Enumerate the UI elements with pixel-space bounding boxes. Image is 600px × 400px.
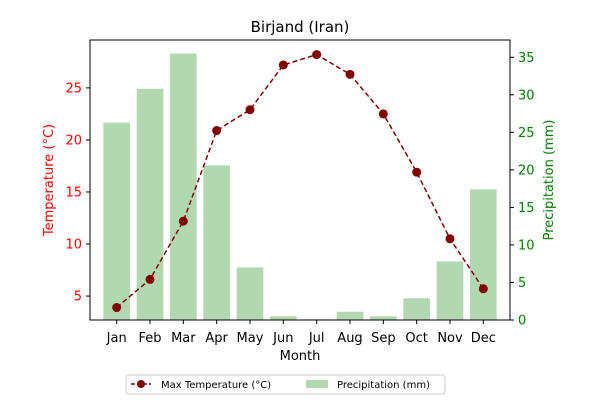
x-tick-label-oct: Oct xyxy=(405,331,427,346)
right-tick-label: 10 xyxy=(518,238,535,253)
right-tick-label: 0 xyxy=(518,314,526,329)
right-tick-label: 5 xyxy=(518,276,526,291)
temperature-point-may xyxy=(245,105,255,115)
left-axis-label: Temperature (°C) xyxy=(42,124,57,237)
legend-box xyxy=(125,374,446,395)
x-tick-label-mar: Mar xyxy=(171,331,196,346)
precipitation-bar-feb xyxy=(136,88,164,320)
precipitation-bar-oct xyxy=(403,298,430,320)
x-tick-label-sep: Sep xyxy=(371,331,396,346)
precipitation-bar-apr xyxy=(203,165,230,320)
left-tick-label: 15 xyxy=(65,185,82,200)
right-tick-label: 15 xyxy=(518,201,535,216)
left-tick-label: 20 xyxy=(65,133,82,148)
x-tick-label-jul: Jul xyxy=(308,331,325,346)
temperature-point-jun xyxy=(278,60,288,70)
right-tick-label: 25 xyxy=(518,126,535,141)
temperature-point-aug xyxy=(345,69,355,79)
legend-entry-temperature: Max Temperature (°C) xyxy=(161,380,271,391)
legend-line-marker xyxy=(137,380,145,388)
temperature-point-jul xyxy=(312,50,322,60)
temperature-point-oct xyxy=(412,167,422,177)
x-tick-label-aug: Aug xyxy=(337,331,362,346)
temperature-point-jan xyxy=(112,303,122,313)
x-tick-label-jan: Jan xyxy=(106,331,127,346)
x-tick-label-dec: Dec xyxy=(471,331,496,346)
precipitation-bar-dec xyxy=(470,189,497,320)
temperature-line xyxy=(116,53,484,309)
x-tick-label-feb: Feb xyxy=(138,331,161,346)
precipitation-bar-mar xyxy=(170,53,197,320)
precipitation-bar-jan xyxy=(103,122,130,320)
left-tick-label: 5 xyxy=(74,290,82,305)
left-tick-label: 25 xyxy=(65,81,82,96)
precipitation-bar-sep xyxy=(370,316,397,320)
x-axis-ticks: Jan Feb Mar Apr May Jun Jul Aug Sep Oct Nov Dec xyxy=(106,320,496,346)
temperature-point-apr xyxy=(212,126,222,136)
right-tick-label: 35 xyxy=(518,51,535,66)
x-tick-label-apr: Apr xyxy=(205,331,228,346)
precipitation-bars xyxy=(103,53,497,320)
left-axis-ticks: 5 10 15 20 25 xyxy=(65,81,90,305)
temperature-point-dec xyxy=(478,284,488,294)
x-tick-label-may: May xyxy=(237,331,264,346)
x-tick-label-nov: Nov xyxy=(437,331,463,346)
precipitation-bar-jun xyxy=(270,316,297,320)
temperature-point-nov xyxy=(445,234,455,244)
temperature-point-mar xyxy=(178,216,188,226)
legend-bar-swatch xyxy=(306,380,328,388)
x-axis-label: Month xyxy=(280,349,321,364)
temperature-point-feb xyxy=(145,274,155,284)
legend: Max Temperature (°C) Precipitation (mm) xyxy=(125,374,446,395)
plot-frame xyxy=(89,39,511,321)
right-axis-ticks: 0 5 10 15 20 25 30 35 xyxy=(510,51,535,329)
left-tick-label: 10 xyxy=(65,238,82,253)
precipitation-bar-aug xyxy=(336,311,364,320)
chart-title: Birjand (Iran) xyxy=(251,18,350,36)
precipitation-bar-may xyxy=(236,267,264,320)
x-tick-label-jun: Jun xyxy=(272,331,293,346)
precipitation-bar-nov xyxy=(436,261,464,320)
right-axis-label: Precipitation (mm) xyxy=(542,120,557,241)
legend-entry-precipitation: Precipitation (mm) xyxy=(337,380,430,391)
right-tick-label: 20 xyxy=(518,163,535,178)
temperature-line-layer xyxy=(112,50,488,313)
right-tick-label: 30 xyxy=(518,88,535,103)
temperature-point-sep xyxy=(378,109,388,119)
